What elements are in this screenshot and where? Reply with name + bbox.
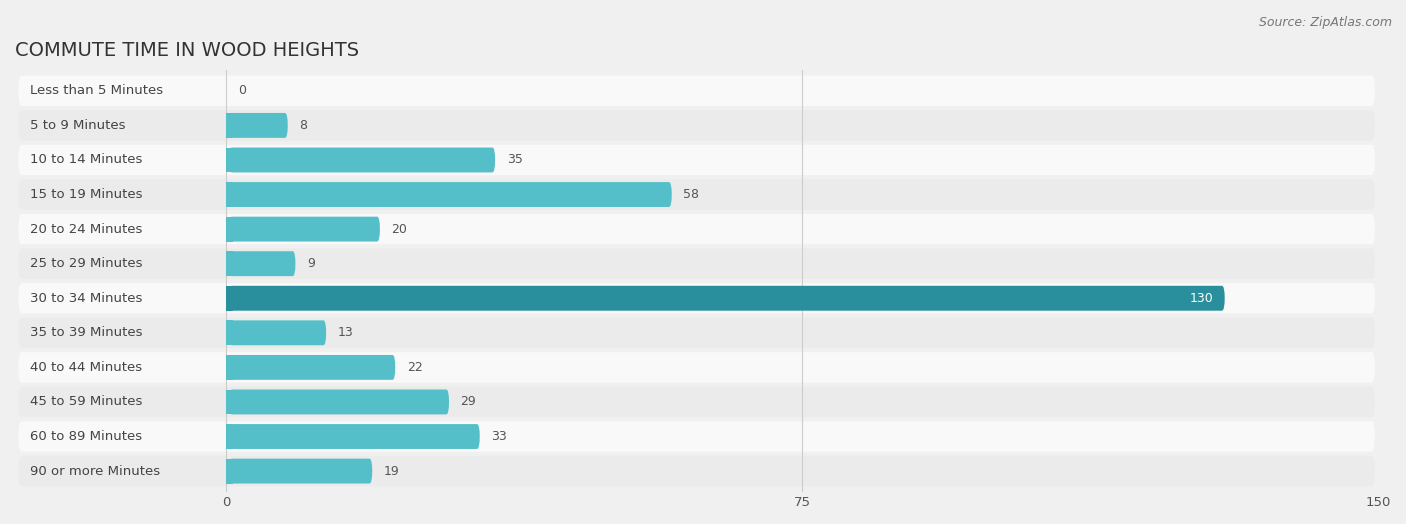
Text: 5 to 9 Minutes: 5 to 9 Minutes [31,119,127,132]
FancyBboxPatch shape [229,216,380,242]
Bar [226,182,233,207]
Text: 0: 0 [238,84,246,97]
Text: 30 to 34 Minutes: 30 to 34 Minutes [31,292,143,305]
FancyBboxPatch shape [18,179,1375,210]
FancyBboxPatch shape [229,286,1225,311]
Bar [226,424,233,449]
FancyBboxPatch shape [229,389,449,414]
FancyBboxPatch shape [229,355,395,380]
Text: Less than 5 Minutes: Less than 5 Minutes [31,84,163,97]
Text: 9: 9 [307,257,315,270]
FancyBboxPatch shape [18,421,1375,452]
FancyBboxPatch shape [18,75,1375,106]
Bar [226,148,233,172]
Text: 33: 33 [491,430,508,443]
Text: 90 or more Minutes: 90 or more Minutes [31,465,160,477]
Text: 19: 19 [384,465,399,477]
Text: 22: 22 [406,361,423,374]
Bar [226,320,233,345]
Bar [226,113,233,138]
Bar [226,389,233,414]
Bar [226,355,233,380]
FancyBboxPatch shape [229,148,495,172]
FancyBboxPatch shape [18,456,1375,486]
FancyBboxPatch shape [18,352,1375,383]
Text: 10 to 14 Minutes: 10 to 14 Minutes [31,154,143,167]
Text: 40 to 44 Minutes: 40 to 44 Minutes [31,361,142,374]
Text: 130: 130 [1189,292,1213,305]
FancyBboxPatch shape [18,283,1375,313]
FancyBboxPatch shape [18,145,1375,175]
FancyBboxPatch shape [18,110,1375,140]
Bar [226,286,233,311]
FancyBboxPatch shape [18,214,1375,244]
Text: 35: 35 [506,154,523,167]
Text: COMMUTE TIME IN WOOD HEIGHTS: COMMUTE TIME IN WOOD HEIGHTS [15,41,359,60]
Text: 20: 20 [391,223,408,236]
Text: 25 to 29 Minutes: 25 to 29 Minutes [31,257,143,270]
Text: 15 to 19 Minutes: 15 to 19 Minutes [31,188,143,201]
FancyBboxPatch shape [18,248,1375,279]
Bar [226,251,233,276]
FancyBboxPatch shape [18,387,1375,417]
Text: 35 to 39 Minutes: 35 to 39 Minutes [31,326,143,340]
Text: 29: 29 [461,396,477,408]
FancyBboxPatch shape [229,182,672,207]
FancyBboxPatch shape [229,251,295,276]
FancyBboxPatch shape [229,458,373,484]
FancyBboxPatch shape [18,318,1375,348]
Text: 45 to 59 Minutes: 45 to 59 Minutes [31,396,143,408]
Bar [226,458,233,484]
FancyBboxPatch shape [229,113,288,138]
Text: 8: 8 [299,119,308,132]
Text: 60 to 89 Minutes: 60 to 89 Minutes [31,430,142,443]
Text: Source: ZipAtlas.com: Source: ZipAtlas.com [1258,16,1392,29]
Text: 20 to 24 Minutes: 20 to 24 Minutes [31,223,143,236]
FancyBboxPatch shape [229,424,479,449]
Bar [226,216,233,242]
Text: 58: 58 [683,188,699,201]
Text: 13: 13 [337,326,353,340]
FancyBboxPatch shape [229,320,326,345]
